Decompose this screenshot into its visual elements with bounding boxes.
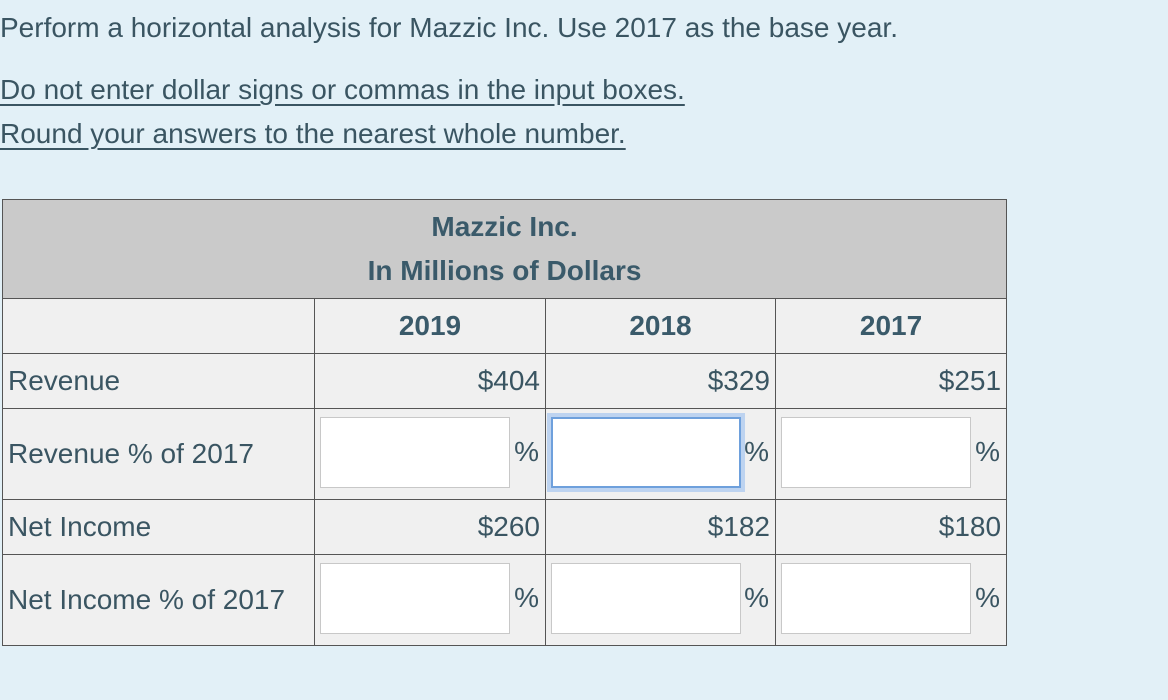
row-label-net-income-pct: Net Income % of 2017 [2,554,315,646]
year-header-2018: 2018 [545,298,776,354]
net-income-2019: $260 [314,499,546,555]
company-name: Mazzic Inc. [431,211,578,242]
units-label: In Millions of Dollars [367,255,642,286]
row-label-revenue: Revenue [2,353,315,409]
net-income-2017: $180 [774,499,1008,555]
revenue-pct-2018-input[interactable] [551,417,741,488]
percent-sign: % [975,582,1001,613]
row-label-revenue-pct: Revenue % of 2017 [2,408,315,500]
revenue-pct-2017-input[interactable] [781,417,971,488]
instruction-text: Perform a horizontal analysis for Mazzic… [0,12,898,43]
net-income-pct-2018-input[interactable] [551,563,741,634]
percent-sign: % [975,436,1001,467]
blank-header-cell [2,298,315,354]
note-no-dollar-signs: Do not enter dollar signs or commas in t… [0,74,685,105]
table-title: Mazzic Inc. In Millions of Dollars [1,199,1008,299]
percent-sign: % [744,582,769,613]
net-income-2018: $182 [545,499,776,555]
percent-sign: % [514,582,539,613]
net-income-pct-2019-input[interactable] [320,563,510,634]
percent-sign: % [514,436,539,467]
revenue-2017: $251 [774,353,1008,409]
revenue-pct-2019-input[interactable] [320,417,510,488]
revenue-2018: $329 [545,353,776,409]
net-income-pct-2017-input[interactable] [781,563,971,634]
input-notes: Do not enter dollar signs or commas in t… [0,68,685,156]
table-row-net-income-pct: Net Income % of 2017 % % % [2,554,1008,646]
horizontal-analysis-table: Mazzic Inc. In Millions of Dollars 2019 … [1,199,1008,646]
note-round-answers: Round your answers to the nearest whole … [0,118,626,149]
table-row-revenue: Revenue $404 $329 $251 [2,353,1008,409]
percent-sign: % [744,436,769,467]
year-header-2017: 2017 [774,298,1008,354]
row-label-net-income: Net Income [2,499,315,555]
year-header-2019: 2019 [314,298,546,354]
table-row-net-income: Net Income $260 $182 $180 [2,499,1008,555]
table-row-revenue-pct: Revenue % of 2017 % % % [2,408,1008,500]
revenue-2019: $404 [314,353,546,409]
